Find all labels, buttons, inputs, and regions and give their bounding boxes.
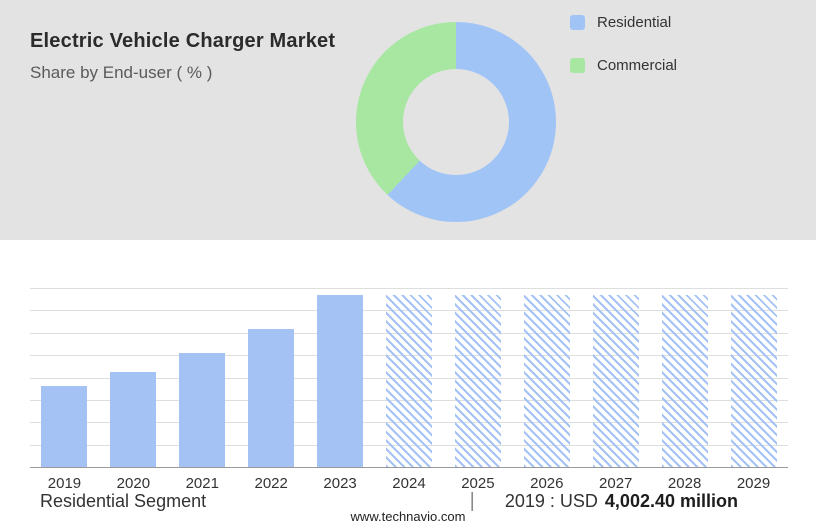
bar-column: 2022 (237, 295, 306, 492)
top-panel: Electric Vehicle Charger Market Share by… (0, 0, 816, 240)
caption-value: 2019 : USD 4,002.40 million (505, 491, 738, 512)
legend-label: Residential (597, 14, 672, 31)
bar-column: 2024 (375, 295, 444, 492)
website-url: www.technavio.com (350, 509, 466, 524)
page-title: Electric Vehicle Charger Market (30, 30, 336, 52)
value-amount: 4,002.40 million (604, 491, 738, 511)
x-axis-label: 2029 (736, 475, 771, 492)
x-axis-label: 2023 (323, 475, 357, 492)
chart-legend: Residential Commercial (570, 14, 677, 100)
bottom-panel: 2019 2020 2021 2022 2023 2024 2025 2026 2027 2028… (0, 240, 816, 528)
bar-column: 2026 (512, 295, 581, 492)
bar-column: 2019 (30, 295, 99, 492)
caption-row: Residential Segment | 2019 : USD 4,002.4… (40, 490, 738, 513)
x-axis-label: 2020 (116, 475, 151, 492)
page-subtitle: Share by End-user ( % ) (30, 63, 213, 82)
forecast-bar (523, 295, 570, 467)
x-axis-label: 2022 (254, 475, 288, 492)
bar-column: 2023 (306, 295, 375, 492)
caption-value-group: | 2019 : USD 4,002.40 million (470, 490, 738, 513)
forecast-bar (385, 295, 432, 467)
historic-bar (248, 329, 295, 467)
x-axis-label: 2027 (599, 475, 633, 492)
value-prefix: 2019 : USD (504, 491, 598, 511)
bar-column: 2020 (99, 295, 168, 492)
x-axis-label: 2019 (47, 475, 82, 492)
forecast-bar (592, 295, 639, 467)
legend-item-residential: Residential (570, 14, 677, 31)
legend-item-commercial: Commercial (570, 57, 677, 74)
bar-chart-bars: 2019 2020 2021 2022 2023 2024 2025 2026 2027 2028… (30, 295, 788, 492)
historic-bar (179, 353, 226, 467)
gridline (30, 288, 788, 289)
x-axis-label: 2025 (461, 475, 495, 492)
forecast-bar (730, 295, 777, 467)
legend-label: Commercial (597, 57, 678, 74)
donut-hole (403, 69, 509, 175)
title-block: Electric Vehicle Charger Market Share by… (30, 30, 335, 83)
legend-swatch (570, 58, 585, 73)
bar-column: 2021 (168, 295, 237, 492)
donut-chart (356, 22, 556, 222)
x-axis-label: 2026 (530, 475, 564, 492)
historic-bar (41, 386, 88, 467)
bar-column: 2028 (650, 295, 719, 492)
x-axis-label: 2021 (185, 475, 219, 492)
legend-swatch (570, 15, 585, 30)
segment-label: Residential Segment (40, 491, 207, 511)
forecast-bar (454, 295, 501, 467)
historic-bar (317, 295, 364, 467)
x-axis-label: 2028 (667, 475, 702, 492)
historic-bar (110, 372, 157, 467)
forecast-bar (661, 295, 708, 467)
bar-column: 2025 (443, 295, 512, 492)
bar-column: 2029 (719, 295, 788, 492)
caption-divider: | (469, 490, 475, 512)
x-axis-label: 2024 (392, 475, 426, 492)
bar-chart: 2019 2020 2021 2022 2023 2024 2025 2026 2027 2028… (30, 288, 788, 492)
bar-column: 2027 (581, 295, 650, 492)
